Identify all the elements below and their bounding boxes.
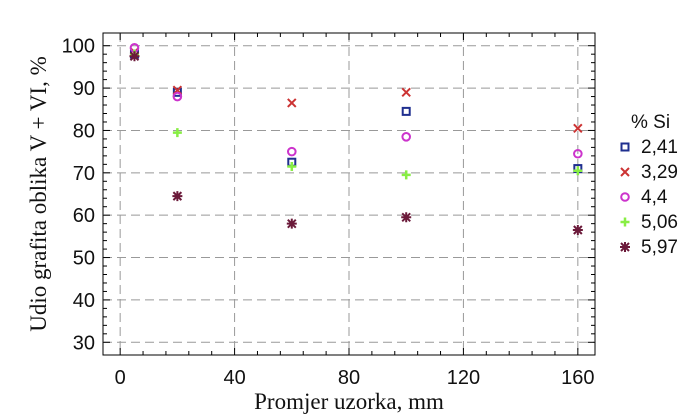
marker-cross	[573, 123, 583, 134]
x-tick-label: 40	[223, 367, 245, 389]
data-point	[286, 146, 297, 157]
legend-marker	[620, 167, 630, 177]
data-point	[401, 87, 411, 98]
marker-plus	[620, 217, 630, 227]
marker-star	[286, 218, 297, 229]
data-point	[287, 98, 297, 108]
y-tick-label: 30	[73, 332, 95, 354]
y-axis-title: Udio grafita oblika V + VI, %	[26, 56, 51, 332]
marker-cross	[287, 98, 297, 108]
y-tick-label: 50	[73, 248, 95, 270]
data-points	[129, 43, 583, 236]
y-tick-label: 80	[73, 120, 95, 142]
data-point	[573, 148, 583, 159]
y-tick-label: 90	[73, 78, 95, 100]
marker-cross	[401, 87, 411, 98]
legend-label: 4,4	[641, 187, 668, 208]
data-point	[172, 128, 182, 138]
marker-cross	[620, 167, 630, 177]
legend-marker	[620, 192, 630, 202]
data-point	[573, 123, 583, 134]
y-tick-label: 60	[73, 205, 95, 227]
legend-label: 5,06	[641, 212, 678, 233]
data-point	[286, 218, 297, 229]
data-point	[287, 161, 297, 171]
legend-marker	[620, 217, 630, 227]
data-point	[573, 166, 583, 176]
marker-square	[620, 142, 630, 152]
x-tick-label: 0	[115, 367, 126, 389]
x-tick-label: 160	[561, 367, 594, 389]
axis-ticks: 0 40 80 120 160 30 40 50 60 70 80 90 100	[62, 33, 595, 389]
y-tick-label: 70	[73, 163, 95, 185]
marker-star	[172, 191, 183, 202]
data-point	[401, 106, 411, 116]
data-point	[172, 91, 183, 102]
legend-label: 5,97	[641, 237, 678, 258]
series-5-97	[129, 51, 583, 236]
data-point	[401, 132, 412, 142]
marker-star	[129, 51, 140, 62]
data-point	[401, 212, 412, 223]
legend-marker	[620, 142, 630, 152]
marker-star	[401, 212, 412, 223]
x-axis-title: Promjer uzorka, mm	[254, 389, 444, 414]
marker-circle	[401, 132, 412, 142]
marker-plus	[172, 128, 182, 138]
y-tick-label: 40	[73, 290, 95, 312]
marker-star	[572, 225, 583, 236]
marker-circle	[573, 148, 583, 159]
legend: % Si 2,41 3,29 4,4 5,06 5,97	[620, 112, 678, 258]
data-point	[572, 225, 583, 236]
x-tick-label: 120	[447, 367, 480, 389]
marker-plus	[287, 161, 297, 171]
marker-square	[401, 106, 411, 116]
marker-plus	[573, 166, 583, 176]
marker-circle	[286, 146, 297, 157]
legend-marker	[620, 242, 630, 252]
y-tick-label: 100	[62, 36, 95, 58]
x-tick-label: 80	[338, 367, 360, 389]
legend-title: % Si	[631, 112, 670, 133]
legend-label: 2,41	[641, 137, 678, 158]
marker-plus	[401, 170, 411, 180]
data-point	[129, 51, 140, 62]
grid	[103, 33, 595, 355]
data-point	[172, 191, 183, 202]
marker-circle	[620, 192, 630, 202]
marker-circle	[172, 91, 183, 102]
legend-label: 3,29	[641, 162, 678, 183]
data-point	[401, 170, 411, 180]
marker-star	[620, 242, 630, 252]
